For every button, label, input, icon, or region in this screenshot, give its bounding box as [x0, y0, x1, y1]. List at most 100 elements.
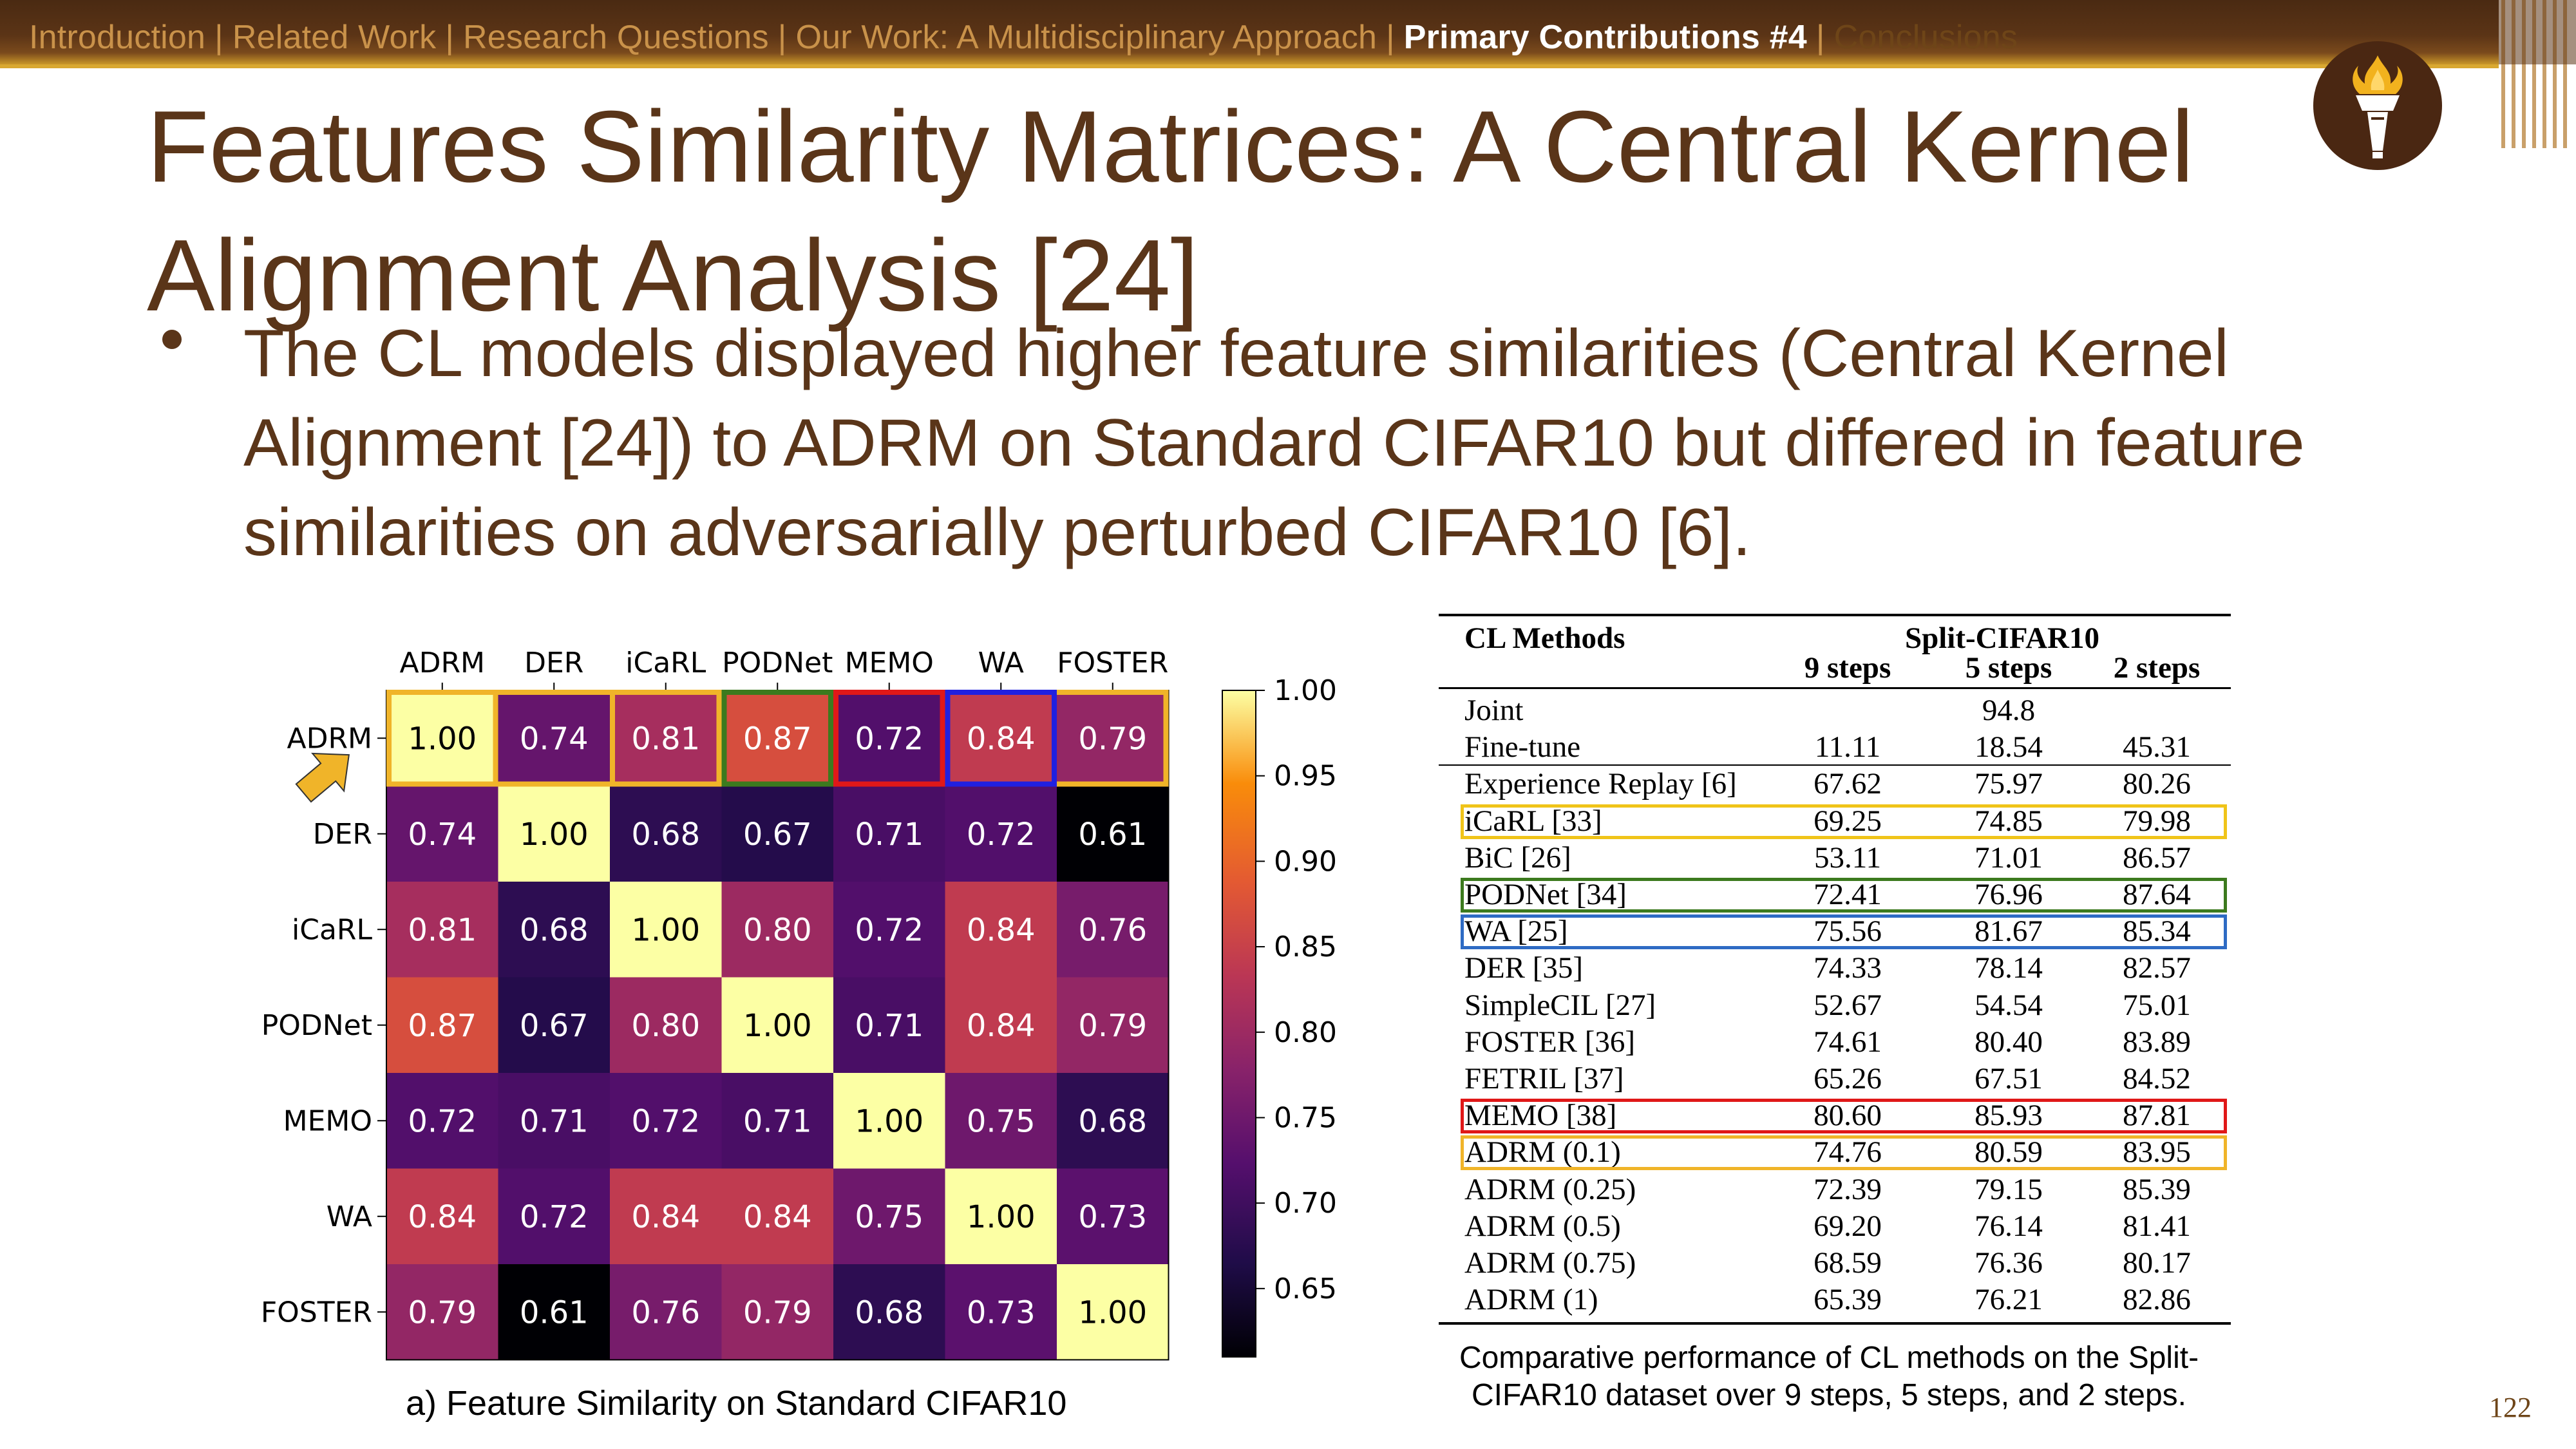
heatmap-cell [833, 786, 945, 882]
table-row: Fine-tune 11.11 18.54 45.31 [1439, 729, 2231, 766]
table-cell-value: 69.20 [1814, 1209, 1882, 1243]
table-cell-method: MEMO [38] [1464, 1099, 1617, 1133]
table-cell-value: 87.64 [2123, 878, 2191, 911]
heatmap-cell-value: 0.84 [967, 721, 1036, 757]
nav-separator: | [1815, 19, 1825, 56]
table-cell-value: 45.31 [2123, 730, 2191, 764]
table-row: MEMO [38] 80.60 85.93 87.81 [1439, 1097, 2231, 1134]
table-cell-method: iCaRL [33] [1464, 804, 1602, 838]
heatmap-cell [386, 1264, 498, 1360]
heatmap-cell-value: 0.80 [631, 1008, 700, 1044]
heatmap-cell-value: 0.68 [520, 912, 589, 948]
top-nav-bar [0, 0, 2576, 64]
heatmap-cell-value: 1.00 [855, 1103, 923, 1139]
table-cell-value: 79.98 [2123, 804, 2191, 838]
heatmap-cell-value: 0.81 [408, 912, 477, 948]
heatmap-cell [945, 786, 1057, 882]
table-cell-value: 80.17 [2123, 1246, 2191, 1280]
heatmap-cell-highlight [610, 690, 722, 787]
table-row: Joint 94.8 [1439, 692, 2231, 729]
table-cell-method: ADRM (1) [1464, 1283, 1598, 1317]
torch-icon [2353, 55, 2403, 158]
heatmap-cell-value: 1.00 [631, 912, 700, 948]
table-cell-value: 80.60 [1814, 1099, 1882, 1133]
table-cell-method: WA [25] [1464, 914, 1568, 949]
nav-link-our-work-a-multidisciplinary-approach[interactable]: Our Work: A Multidisciplinary Approach [795, 19, 1378, 56]
heatmap-cell [386, 786, 498, 882]
table-cell-value: 76.21 [1975, 1283, 2043, 1317]
table-cell-value: 82.86 [2123, 1283, 2191, 1317]
heatmap-cell-value: 0.84 [967, 912, 1036, 948]
heatmap-caption: a) Feature Similarity on Standard CIFAR1… [406, 1384, 1067, 1423]
heatmap-cell [833, 977, 945, 1073]
table-row: Experience Replay [6] 67.62 75.97 80.26 [1439, 766, 2231, 802]
heatmap-cell-value: 0.79 [743, 1294, 812, 1331]
colorbar-tick-label: 0.85 [1274, 931, 1337, 963]
heatmap-cell-value: 0.76 [631, 1294, 700, 1331]
heatmap-cell [1057, 1073, 1169, 1169]
heatmap-cell [945, 690, 1057, 786]
table-cell-value: 67.51 [1975, 1062, 2043, 1095]
top-nav-gold-rule [0, 64, 2576, 68]
table-caption: Comparative performance of CL methods on… [1459, 1341, 2199, 1412]
nav-link-research-questions[interactable]: Research Questions [463, 19, 769, 56]
table-cell-value: 74.61 [1814, 1025, 1882, 1059]
heatmap-cell [610, 690, 722, 786]
table-cell-value: 65.26 [1814, 1062, 1882, 1095]
table-cell-value: 82.57 [2123, 951, 2191, 985]
heatmap-cell [721, 690, 833, 786]
table-header-step: 9 steps [1804, 651, 1891, 685]
section-navigation: Introduction | Related Work | Research Quest… [29, 18, 2018, 57]
table-row: FOSTER [36] 74.61 80.40 83.89 [1439, 1024, 2231, 1061]
table-cell-value: 76.14 [1975, 1209, 2043, 1243]
heatmap-cell-value: 1.00 [967, 1199, 1036, 1235]
heatmap-column-label: iCaRL [625, 647, 706, 679]
table-cell-value: 78.14 [1975, 951, 2043, 985]
nav-link-introduction[interactable]: Introduction [29, 19, 206, 56]
heatmap-cell-value: 0.72 [855, 912, 923, 948]
heatmap-cell-highlight [833, 690, 945, 787]
table-header-step: 5 steps [1965, 651, 2052, 685]
nav-link-primary-contributions-4[interactable]: Primary Contributions #4 [1403, 19, 1807, 56]
heatmap-column-label: WA [978, 647, 1024, 679]
table-cell-method: SimpleCIL [27] [1464, 988, 1656, 1022]
heatmap-cell-value: 0.79 [1078, 721, 1147, 757]
table-cell-value: 84.52 [2123, 1062, 2191, 1095]
table-row: BiC [26] 53.11 71.01 86.57 [1439, 840, 2231, 876]
colorbar-tick-label: 0.90 [1274, 845, 1337, 878]
table-cell-value: 71.01 [1975, 840, 2043, 875]
table-cell-value: 65.39 [1814, 1283, 1882, 1317]
edge-stripes-decoration [2499, 0, 2576, 148]
similarity-heatmap: 1.00 0.74 0.81 0.87 0.72 0.84 0.79 0.74 1.00 0.68… [261, 647, 1337, 1361]
heatmap-cell [386, 1168, 498, 1264]
table-cell-value: 11.11 [1814, 730, 1881, 764]
heatmap-cell-value: 0.72 [520, 1199, 589, 1235]
nav-separator: | [777, 19, 787, 56]
table-cell-method: Experience Replay [6] [1464, 767, 1737, 801]
table-header-row: CL Methods Split-CIFAR10 [1439, 620, 2231, 657]
colorbar-tick-label: 0.75 [1274, 1101, 1337, 1134]
table-cell-value: 81.67 [1975, 914, 2043, 949]
table-cell-value: 67.62 [1814, 767, 1882, 801]
nav-link-conclusions[interactable]: Conclusions [1833, 19, 2018, 56]
heatmap-cell-value: 1.00 [520, 817, 589, 853]
heatmap-cell [498, 1168, 610, 1264]
table-cell-value: 75.97 [1975, 767, 2043, 801]
table-cell-method: BiC [26] [1464, 840, 1571, 875]
heatmap-cell-value: 0.71 [855, 817, 923, 853]
heatmap-cell-value: 0.67 [743, 817, 812, 853]
table-header-step: 2 steps [2113, 651, 2201, 685]
nav-link-related-work[interactable]: Related Work [232, 19, 437, 56]
heatmap-cell-value: 1.00 [408, 721, 477, 757]
heatmap-cell-value: 0.68 [631, 817, 700, 853]
heatmap-cell [721, 1073, 833, 1169]
table-cell-value: 75.56 [1814, 914, 1882, 949]
heatmap-row-label: PODNet [261, 1009, 372, 1042]
heatmap-cell-value: 0.87 [408, 1008, 477, 1044]
table-cell-value: 79.15 [1975, 1172, 2043, 1206]
slide-title: Features Similarity Matrices: A Central … [147, 90, 2194, 332]
heatmap-cell [1057, 690, 1169, 786]
table-top-rule [1439, 614, 2231, 616]
table-cell-value: 83.89 [2123, 1025, 2191, 1059]
heatmap-cell-value: 0.74 [408, 817, 477, 853]
